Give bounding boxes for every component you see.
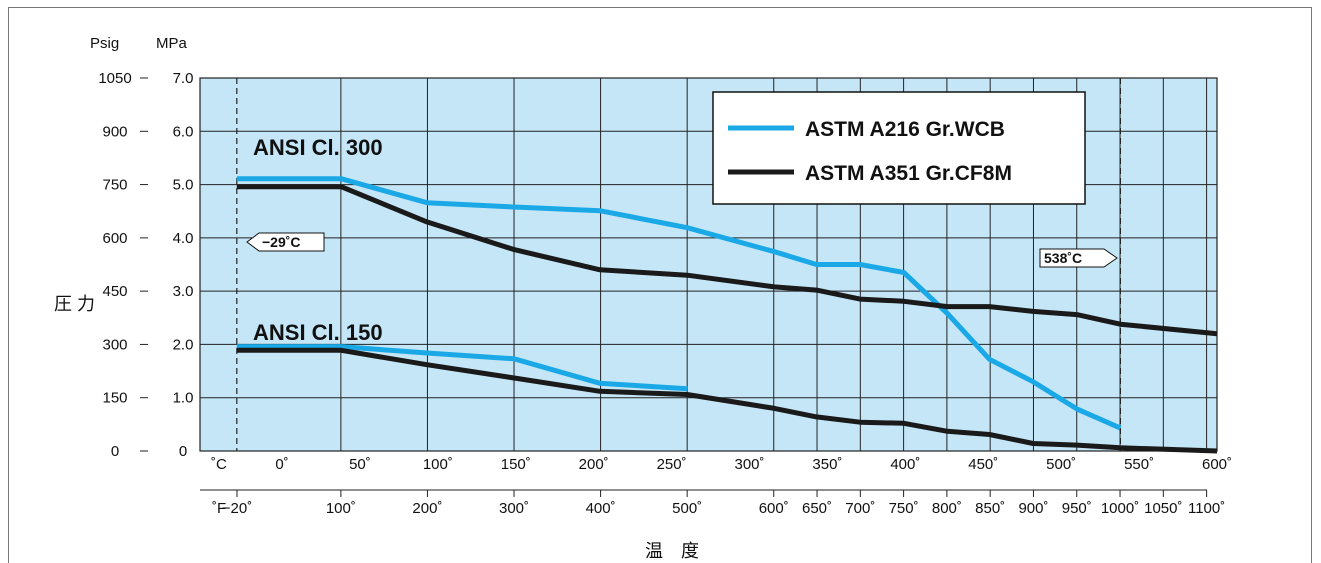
x-tick-fahrenheit: 500˚ bbox=[672, 500, 702, 517]
series-line bbox=[236, 176, 1122, 431]
max-temp-callout: 538˚C bbox=[1039, 248, 1118, 268]
x-tick-fahrenheit: 850˚ bbox=[975, 500, 1005, 517]
x-tick-fahrenheit: 600˚ bbox=[759, 500, 789, 517]
y-tick-psig: 300 bbox=[102, 336, 127, 353]
y-tick-psig: 600 bbox=[102, 230, 127, 247]
series-lines bbox=[236, 176, 1218, 454]
x-tick-fahrenheit: 700˚ bbox=[845, 500, 875, 517]
annotation-class-300: ANSI Cl. 300 bbox=[253, 135, 383, 160]
y-tick-mpa: 6.0 bbox=[173, 123, 194, 140]
x-tick-fahrenheit: 100˚ bbox=[326, 500, 356, 517]
y-tick-psig: 900 bbox=[102, 123, 127, 140]
legend: ASTM A216 Gr.WCB ASTM A351 Gr.CF8M bbox=[712, 91, 1086, 205]
x-tick-fahrenheit: 1100˚ bbox=[1188, 500, 1225, 517]
min-temp-callout: −29˚C bbox=[246, 232, 325, 252]
axes: 0 0 1.0 150 2.0 300 3.0 450 4.0 600 5.0 750 6.0 900 7.… bbox=[98, 70, 1232, 517]
x-tick-celsius: 450˚ bbox=[968, 456, 998, 473]
x-tick-celsius: 500˚ bbox=[1046, 456, 1076, 473]
x-tick-fahrenheit: 750˚ bbox=[889, 500, 919, 517]
y-tick-mpa: 7.0 bbox=[173, 70, 194, 87]
y-tick-psig: 750 bbox=[102, 177, 127, 194]
psig-unit-label: Psig bbox=[90, 35, 119, 52]
x-tick-celsius: 150˚ bbox=[501, 456, 531, 473]
series-line bbox=[236, 184, 1218, 337]
x-tick-celsius: 400˚ bbox=[890, 456, 920, 473]
legend-entry-cf8m: ASTM A351 Gr.CF8M bbox=[805, 162, 1012, 185]
legend-box bbox=[712, 91, 1086, 205]
legend-entry-wcb: ASTM A216 Gr.WCB bbox=[805, 118, 1005, 141]
chart-frame bbox=[8, 7, 1312, 563]
x-tick-celsius: 50˚ bbox=[349, 456, 371, 473]
x-tick-celsius: 100˚ bbox=[423, 456, 453, 473]
annotation-class-150: ANSI Cl. 150 bbox=[253, 320, 383, 345]
y-tick-psig: 450 bbox=[102, 283, 127, 300]
x-tick-fahrenheit: 650˚ bbox=[802, 500, 832, 517]
y-tick-psig: 150 bbox=[102, 390, 127, 407]
series-line bbox=[236, 344, 688, 392]
x-tick-fahrenheit: 800˚ bbox=[932, 500, 962, 517]
y-axis-label: 圧 力 bbox=[54, 294, 95, 314]
x-tick-fahrenheit: 300˚ bbox=[499, 500, 529, 517]
min-temp-label: −29˚C bbox=[262, 234, 301, 250]
x-tick-fahrenheit: 400˚ bbox=[586, 500, 616, 517]
x-tick-celsius: 250˚ bbox=[657, 456, 687, 473]
y-tick-mpa: 1.0 bbox=[173, 390, 194, 407]
temperature-limit-lines bbox=[236, 78, 1121, 451]
max-temp-label: 538˚C bbox=[1044, 250, 1082, 266]
series-line bbox=[236, 347, 1218, 454]
x-tick-fahrenheit: 200˚ bbox=[412, 500, 442, 517]
y-tick-psig: 1050 bbox=[98, 70, 131, 87]
y-tick-mpa: 5.0 bbox=[173, 177, 194, 194]
x-tick-celsius: 200˚ bbox=[579, 456, 609, 473]
x-tick-fahrenheit: −20˚ bbox=[222, 500, 252, 517]
x-tick-celsius: 0˚ bbox=[275, 456, 288, 473]
x-tick-celsius: 350˚ bbox=[812, 456, 842, 473]
x-tick-fahrenheit: 1050˚ bbox=[1144, 500, 1182, 517]
x-tick-fahrenheit: 900˚ bbox=[1018, 500, 1048, 517]
x-axis-label: 温 度 bbox=[645, 541, 699, 561]
x-tick-fahrenheit: 950˚ bbox=[1062, 500, 1092, 517]
x-tick-celsius: 300˚ bbox=[734, 456, 764, 473]
x-tick-fahrenheit: 1000˚ bbox=[1101, 500, 1139, 517]
x-tick-celsius: 550˚ bbox=[1124, 456, 1154, 473]
y-tick-mpa: 0 bbox=[179, 443, 187, 460]
y-tick-mpa: 3.0 bbox=[173, 283, 194, 300]
x-tick-celsius: 600˚ bbox=[1202, 456, 1232, 473]
fahrenheit-unit-label: ˚F bbox=[212, 500, 226, 517]
y-tick-psig: 0 bbox=[111, 443, 119, 460]
mpa-unit-label: MPa bbox=[156, 35, 188, 52]
y-tick-mpa: 4.0 bbox=[173, 230, 194, 247]
y-tick-mpa: 2.0 bbox=[173, 336, 194, 353]
plot-border bbox=[199, 77, 1218, 452]
celsius-unit-label: ˚C bbox=[211, 456, 227, 473]
